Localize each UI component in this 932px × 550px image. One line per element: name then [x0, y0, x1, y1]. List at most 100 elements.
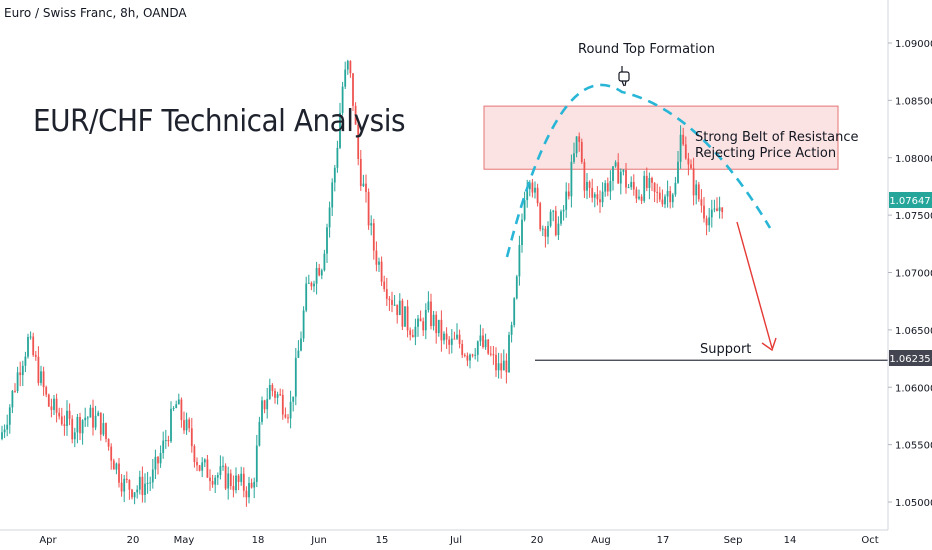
- candle-body: [276, 394, 279, 398]
- candle-body: [396, 304, 399, 316]
- candle-body: [136, 489, 139, 493]
- support-price-label: 1.06235: [889, 354, 930, 365]
- candle-body: [279, 394, 282, 396]
- candle-body: [294, 357, 297, 397]
- candle-body: [713, 208, 716, 210]
- candle-body: [55, 398, 58, 413]
- y-tick-label: 1.08000: [895, 154, 932, 165]
- candle-body: [435, 314, 438, 334]
- x-axis: Apr 20 May 18 Jun 15 Jul 20 Aug 17 Sep 14 Oct: [39, 535, 878, 546]
- candle-body: [554, 210, 557, 236]
- candle-body: [448, 339, 451, 345]
- candle-body: [479, 335, 482, 342]
- candle-body: [443, 333, 445, 341]
- candle-body: [474, 354, 477, 356]
- candle-body: [671, 194, 674, 203]
- candle-body: [500, 363, 503, 371]
- candle-body: [697, 184, 700, 200]
- candle-body: [372, 223, 375, 251]
- candle-body: [125, 478, 128, 480]
- candle-body: [393, 304, 396, 306]
- candle-body: [281, 394, 284, 415]
- x-tick-label: Jul: [449, 535, 462, 546]
- candle-body: [557, 223, 560, 236]
- candle-body: [380, 261, 383, 282]
- candle-body: [370, 223, 373, 226]
- candle-body: [86, 417, 89, 419]
- candle-body: [45, 387, 48, 395]
- candle-body: [497, 363, 500, 371]
- candle-body: [578, 136, 581, 142]
- candle-body: [409, 330, 412, 336]
- candle-body: [565, 191, 568, 210]
- candle-body: [97, 412, 100, 416]
- candle-body: [593, 194, 596, 198]
- candle-body: [183, 420, 185, 431]
- candle-body: [53, 398, 55, 410]
- x-tick-label: Sep: [724, 535, 743, 546]
- candle-body: [404, 306, 406, 327]
- candle-body: [214, 477, 217, 485]
- candle-body: [674, 182, 677, 195]
- candle-body: [34, 355, 37, 357]
- candle-body: [193, 446, 196, 462]
- candle-body: [427, 301, 430, 310]
- candle-body: [42, 371, 45, 388]
- candle-body: [27, 337, 29, 357]
- candle-body: [154, 456, 157, 470]
- candle-body: [609, 181, 612, 192]
- candle-body: [242, 473, 245, 491]
- candle-body: [211, 481, 214, 485]
- candle-body: [346, 60, 349, 70]
- candle-body: [138, 476, 141, 490]
- candle-body: [544, 228, 547, 237]
- candle-body: [339, 112, 341, 148]
- candle-body: [703, 205, 705, 219]
- candle-body: [492, 354, 495, 356]
- candle-body: [292, 396, 295, 402]
- y-tick-label: 1.08500: [895, 96, 932, 107]
- candle-body: [484, 339, 487, 348]
- candle-body: [432, 314, 435, 327]
- candle-body: [445, 333, 448, 340]
- candle-body: [16, 372, 19, 392]
- candle-body: [513, 298, 516, 325]
- candle-body: [175, 404, 178, 409]
- candle-body: [406, 306, 409, 331]
- candle-body: [469, 354, 471, 361]
- candle-body: [352, 73, 354, 106]
- x-tick-label: 18: [252, 535, 265, 546]
- candle-body: [79, 416, 81, 434]
- candle-body: [456, 334, 458, 339]
- candle-body: [510, 324, 513, 335]
- candle-body: [84, 417, 87, 421]
- round-top-label: Round Top Formation: [578, 42, 715, 57]
- candle-body: [567, 191, 570, 197]
- candle-body: [185, 419, 188, 431]
- candle-body: [534, 187, 536, 193]
- candle-body: [102, 423, 105, 435]
- candle-body: [14, 390, 16, 392]
- candle-body: [284, 414, 287, 418]
- candle-body: [458, 334, 461, 344]
- candle-body: [89, 407, 92, 418]
- candle-body: [310, 282, 313, 287]
- candle-body: [37, 356, 40, 383]
- candle-body: [398, 300, 401, 316]
- candle-body: [287, 417, 289, 419]
- candle-body: [411, 335, 414, 338]
- candle-body: [560, 211, 562, 224]
- candle-body: [326, 227, 328, 254]
- candle-body: [422, 321, 425, 331]
- candle-body: [164, 440, 167, 442]
- candle-body: [669, 190, 672, 203]
- candle-body: [151, 469, 154, 483]
- candle-body: [383, 281, 386, 290]
- candle-body: [666, 190, 669, 197]
- candle-body: [274, 390, 276, 398]
- candle-body: [196, 461, 198, 466]
- candle-body: [81, 420, 84, 434]
- candle-body: [700, 199, 703, 206]
- support-price-badge: 1.06235: [889, 350, 932, 366]
